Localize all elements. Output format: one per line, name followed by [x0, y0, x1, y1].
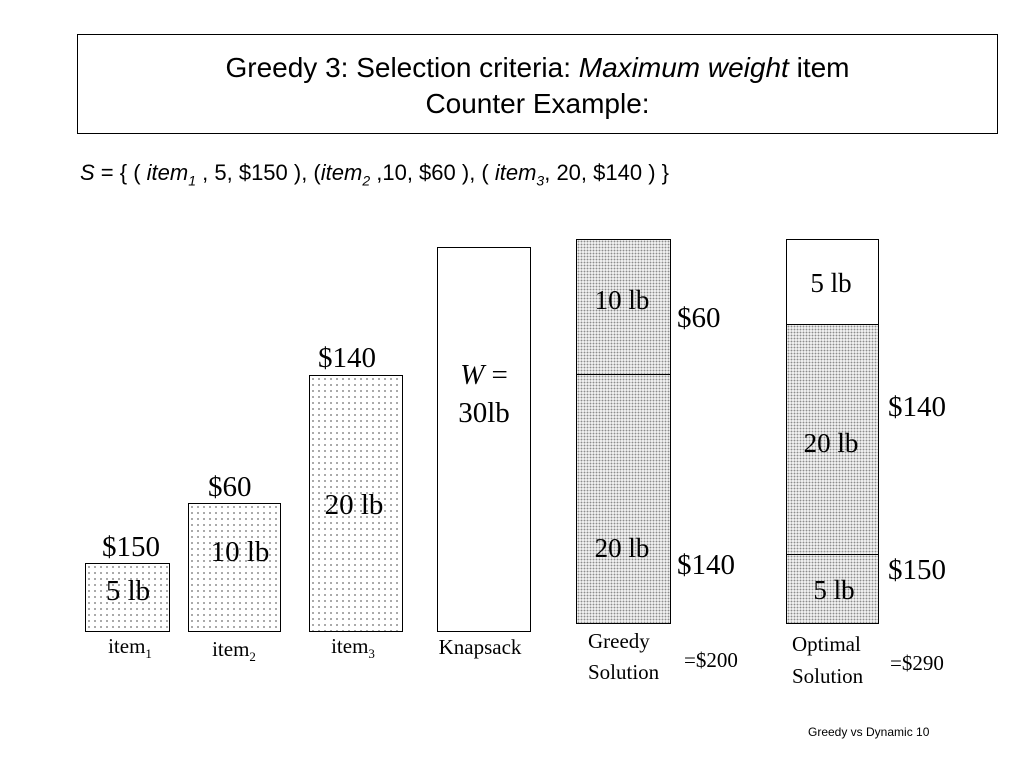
optimal-middle-weight: 20 lb	[803, 428, 859, 458]
optimal-label-line2: Solution	[792, 664, 864, 688]
knapsack-label: Knapsack	[438, 635, 522, 659]
set-item3-rest: , 20, $140 ) }	[544, 160, 669, 185]
title-line-1: Greedy 3: Selection criteria: Maximum we…	[78, 50, 997, 86]
item1-label: item1	[108, 634, 152, 662]
set-item2-name: item	[320, 160, 363, 185]
title-box: Greedy 3: Selection criteria: Maximum we…	[77, 34, 998, 134]
optimal-bottom-box	[786, 554, 879, 624]
greedy-bottom-weight: 20 lb	[594, 533, 650, 563]
greedy-label-line1: Greedy	[588, 629, 650, 653]
optimal-top-weight: 5 lb	[810, 268, 852, 298]
item2-value: $60	[208, 471, 252, 503]
optimal-total: =$290	[890, 651, 944, 675]
item2-label: item2	[212, 637, 256, 665]
knapsack-capacity-line1: W =	[460, 359, 508, 391]
title-prefix: Greedy 3: Selection criteria:	[225, 52, 579, 83]
item1-box	[85, 563, 170, 632]
title-suffix: item	[788, 52, 850, 83]
greedy-total: =$200	[684, 648, 738, 672]
item3-box	[309, 375, 403, 632]
item1-weight: 5 lb	[105, 575, 151, 607]
item1-value: $150	[102, 531, 160, 563]
item2-weight: 10 lb	[210, 536, 270, 568]
greedy-top-weight: 10 lb	[594, 285, 650, 315]
optimal-middle-value: $140	[888, 391, 946, 423]
item3-label: item3	[331, 634, 375, 662]
set-item1-sub: 1	[188, 172, 197, 189]
knapsack-box	[437, 247, 531, 632]
set-item3-name: item	[494, 160, 537, 185]
item2-box	[188, 503, 281, 632]
set-item2-rest: ,10, $60 ), (	[370, 160, 495, 185]
greedy-top-value: $60	[677, 302, 721, 334]
optimal-middle-box	[786, 324, 879, 555]
knapsack-capacity-value: 30lb	[458, 397, 510, 429]
optimal-bottom-weight: 5 lb	[813, 575, 855, 605]
set-name: S	[80, 160, 95, 185]
title-line-2: Counter Example:	[425, 88, 650, 119]
greedy-label-line2: Solution	[588, 660, 660, 684]
set-item1-name: item	[146, 160, 189, 185]
set-item2-sub: 2	[362, 172, 371, 189]
set-item1-rest: , 5, $150 ), (	[196, 160, 321, 185]
greedy-bottom-box	[576, 374, 671, 624]
set-open: = { (	[94, 160, 147, 185]
item3-weight: 20 lb	[324, 489, 384, 521]
title-italic: Maximum weight	[578, 52, 789, 83]
optimal-label-line1: Optimal	[792, 632, 861, 656]
item3-value: $140	[318, 342, 376, 374]
optimal-bottom-value: $150	[888, 554, 946, 586]
slide-footer: Greedy vs Dynamic 10	[808, 725, 930, 739]
set-definition: S = { ( item1 , 5, $150 ), (item2 ,10, $…	[80, 160, 669, 188]
set-item3-sub: 3	[536, 172, 545, 189]
greedy-bottom-value: $140	[677, 549, 735, 581]
greedy-top-box	[576, 239, 671, 375]
